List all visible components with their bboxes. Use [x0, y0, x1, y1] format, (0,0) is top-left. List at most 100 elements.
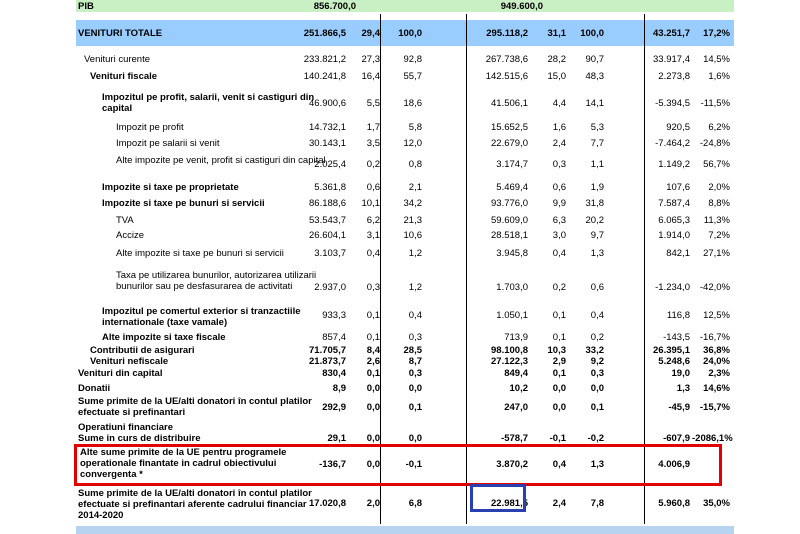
- row-label: Impozitul pe comertul exterior si tranza…: [102, 306, 301, 328]
- cell-c7: 7.587,4: [658, 198, 690, 209]
- cell-c3: 0,0: [408, 433, 422, 444]
- cell-c5: 2,4: [552, 498, 566, 509]
- cell-c1: 46.900,6: [309, 98, 346, 109]
- cell-c7: 19,0: [671, 368, 691, 379]
- cell-c6: 9,7: [590, 230, 604, 241]
- table-row-pib: PIB 856.700,0 949.600,0: [76, 1, 734, 12]
- cell-c7: -143,5: [663, 332, 690, 343]
- cell-c1: 53.543,7: [309, 215, 346, 226]
- table-row: Impozit pe salarii si venit 30.143,1 3,5…: [76, 138, 734, 149]
- row-label: Impozit pe salarii si venit: [116, 138, 220, 149]
- cell-c4: 28.518,1: [491, 230, 528, 241]
- cell-c7: -1.234,0: [655, 282, 690, 293]
- cell-c8: 17,2%: [703, 28, 730, 39]
- row-label: Alte impozite si taxe pe bunuri si servi…: [116, 248, 284, 259]
- cell-c8: 14,5%: [703, 54, 730, 65]
- cell-c2: 0,0: [366, 383, 380, 394]
- table-row: Impozite si taxe pe bunuri si servicii 8…: [76, 198, 734, 209]
- cell-c3: 0,3: [408, 332, 422, 343]
- red-highlight-box: [74, 444, 722, 486]
- cell-c6: 7,7: [590, 138, 604, 149]
- cell-c5: 9,9: [552, 198, 566, 209]
- row-label: Sume primite de la UE/alti donatori în c…: [78, 396, 312, 418]
- cell-c6: 7,8: [590, 498, 604, 509]
- column-divider: [644, 14, 645, 524]
- column-divider: [380, 14, 381, 524]
- cell-c7: 1,3: [676, 383, 690, 394]
- cell-c5: 0,1: [552, 310, 566, 321]
- cell-c2: 0,3: [366, 282, 380, 293]
- cell-c1: 2.937,0: [314, 282, 346, 293]
- cell-c4: 22.981,5: [491, 498, 528, 509]
- cell-c2: 0,1: [366, 332, 380, 343]
- cell-c2: 2,0: [366, 498, 380, 509]
- cell-c5: 1,6: [552, 122, 566, 133]
- cell-c6: 5,3: [590, 122, 604, 133]
- cell-c6: 14,1: [585, 98, 605, 109]
- cell-c5: 28,2: [547, 54, 567, 65]
- cell-c4: 22.679,0: [491, 138, 528, 149]
- row-label: Sume in curs de distribuire: [78, 433, 201, 444]
- cell-c5: 15,0: [547, 71, 567, 82]
- cell-c5: 0,4: [552, 248, 566, 259]
- cell-c2: 27,3: [361, 54, 381, 65]
- cell-c5: 0,0: [552, 383, 566, 394]
- cell-c8: 1,6%: [708, 71, 730, 82]
- cell-c7: 5.248,6: [658, 356, 690, 367]
- table-row: Donatii 8,9 0,0 0,0 10,2 0,0 0,0 1,3 14,…: [76, 383, 734, 394]
- cell-c2: 10,1: [361, 198, 381, 209]
- cell-c3: 1,2: [408, 248, 422, 259]
- cell-c2: 29,4: [361, 28, 381, 39]
- column-divider: [466, 14, 467, 524]
- cell-c2: 3,5: [366, 138, 380, 149]
- cell-c7: 6.065,3: [658, 215, 690, 226]
- totals-band: [76, 20, 734, 46]
- cell-c5: 0,0: [552, 402, 566, 413]
- cell-c8: 11,3%: [703, 215, 730, 226]
- row-label: PIB: [78, 1, 94, 12]
- row-label: Sume primite de la UE/alti donatori în c…: [78, 488, 312, 521]
- cell-c6: 48,3: [585, 71, 605, 82]
- row-label: TVA: [116, 215, 134, 226]
- cell-c3: 6,8: [408, 498, 422, 509]
- table-row: Impozit pe profit 14.732,1 1,7 5,8 15.65…: [76, 122, 734, 133]
- cell-c6: 20,2: [585, 215, 605, 226]
- table-row: Operatiuni financiare: [76, 422, 734, 433]
- cell-c2: 6,2: [366, 215, 380, 226]
- table-row: Alte impozite pe venit, profit si castig…: [76, 155, 734, 179]
- cell-c8: 8,8%: [708, 198, 730, 209]
- cell-c7: 842,1: [666, 248, 690, 259]
- cell-c4: 93.776,0: [491, 198, 528, 209]
- cell-c7: -45,9: [668, 402, 690, 413]
- table-row-highlighted: Alte sume primite de la UE pentru progra…: [76, 447, 734, 483]
- cell-c5: 2,9: [552, 356, 566, 367]
- cell-c5: 2,4: [552, 138, 566, 149]
- cell-c5: 0,1: [552, 332, 566, 343]
- table-row: Impozitul pe comertul exterior si tranza…: [76, 306, 734, 330]
- cell-c6: 0,6: [590, 282, 604, 293]
- cell-c3: 10,6: [403, 230, 423, 241]
- cell-c8: -42,0%: [699, 282, 730, 293]
- cell-c3: 55,7: [403, 71, 423, 82]
- cell-c4: 27.122,3: [491, 356, 528, 367]
- cell-c6: 1,9: [590, 182, 604, 193]
- cell-c1: 140.241,8: [303, 71, 346, 82]
- cell-c6: 0,2: [590, 332, 604, 343]
- cell-c4: 295.118,2: [486, 28, 528, 39]
- revenue-table: PIB 856.700,0 949.600,0 VENITURI TOTALE …: [76, 0, 734, 534]
- cell-c2: 0,1: [366, 368, 380, 379]
- cell-c8: 2,3%: [708, 368, 730, 379]
- cell-c5: 31,1: [547, 28, 567, 39]
- row-label: Venituri fiscale: [90, 71, 158, 82]
- cell-c5: 0,6: [552, 182, 566, 193]
- table-row: Accize 26.604,1 3,1 10,6 28.518,1 3,0 9,…: [76, 230, 734, 241]
- row-label: Alte sume primite de la UE pentru progra…: [80, 447, 287, 480]
- cell-c7: 26.395,1: [653, 345, 690, 356]
- cell-c1: 857,4: [322, 332, 346, 343]
- cell-c1: 86.188,6: [309, 198, 346, 209]
- table-row: Venituri din capital 830,4 0,1 0,3 849,4…: [76, 368, 734, 379]
- cell-c5: 0,3: [552, 159, 566, 170]
- cell-c7: 5.960,8: [658, 498, 690, 509]
- cell-c8: 7,2%: [708, 230, 730, 241]
- cell-c4: 1.050,1: [496, 310, 528, 321]
